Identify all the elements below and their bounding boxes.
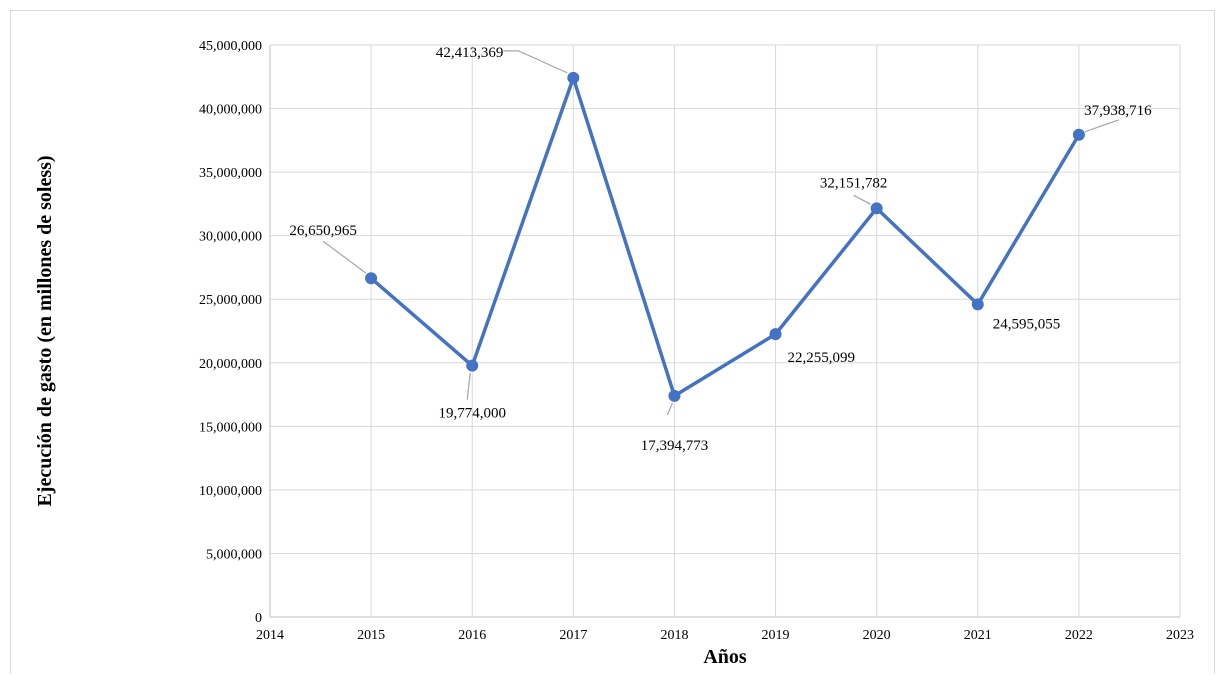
x-tick-label: 2021 [964, 628, 992, 643]
y-tick-label: 30,000,000 [199, 230, 262, 245]
data-point [466, 359, 479, 372]
y-tick-label: 40,000,000 [199, 103, 262, 118]
x-tick-label: 2018 [660, 628, 688, 643]
data-point [769, 328, 782, 341]
data-label: 26,650,965 [289, 223, 357, 239]
y-axis-title: Ejecución de gasto (en millones de soles… [34, 155, 56, 506]
data-label: 17,394,773 [641, 438, 709, 454]
x-tick-label: 2015 [357, 628, 385, 643]
axes: 0 5,000,000 10,000,000 15,000,000 20,000,000… [199, 39, 1194, 643]
x-tick-label: 2020 [863, 628, 891, 643]
data-point [971, 298, 984, 311]
y-tick-label: 20,000,000 [199, 357, 262, 372]
x-tick-label: 2019 [762, 628, 790, 643]
y-tick-label: 10,000,000 [199, 484, 262, 499]
data-label: 19,774,000 [438, 406, 506, 422]
data-point [567, 71, 580, 84]
data-label: 37,938,716 [1084, 103, 1152, 119]
data-point [870, 202, 883, 215]
label-leader-line [322, 240, 367, 274]
y-tick-label: 45,000,000 [199, 39, 262, 54]
y-tick-label: 0 [255, 611, 262, 626]
x-tick-label: 2014 [256, 628, 284, 643]
line-chart: 0 5,000,000 10,000,000 15,000,000 20,000,000… [34, 39, 1194, 668]
data-point [1072, 128, 1085, 141]
label-leader-line [466, 372, 471, 400]
y-tick-label: 35,000,000 [199, 166, 262, 181]
x-tick-label: 2022 [1065, 628, 1093, 643]
series [365, 71, 1085, 402]
x-tick-label: 2016 [458, 628, 486, 643]
label-leader-line [666, 402, 673, 416]
data-point [668, 389, 681, 402]
x-axis-title: Años [703, 646, 747, 668]
y-tick-label: 15,000,000 [199, 420, 262, 435]
data-label: 24,595,055 [993, 316, 1061, 332]
label-leader-line [503, 50, 568, 74]
x-tick-label: 2017 [559, 628, 587, 643]
series-line [369, 76, 1081, 398]
y-tick-label: 25,000,000 [199, 293, 262, 308]
x-tick-label: 2023 [1166, 628, 1194, 643]
chart-frame: 0 5,000,000 10,000,000 15,000,000 20,000,000… [10, 10, 1215, 674]
label-leader-line [853, 194, 871, 205]
data-label: 22,255,099 [788, 350, 856, 366]
data-labels: 26,650,965 19,774,000 42,413,369 17,394,773… [289, 45, 1152, 454]
y-tick-label: 5,000,000 [206, 547, 262, 562]
data-label: 42,413,369 [436, 45, 504, 61]
data-point [365, 272, 378, 285]
label-leader-line [1084, 119, 1120, 133]
label-leader-lines [322, 50, 1120, 416]
data-label: 32,151,782 [820, 175, 888, 191]
